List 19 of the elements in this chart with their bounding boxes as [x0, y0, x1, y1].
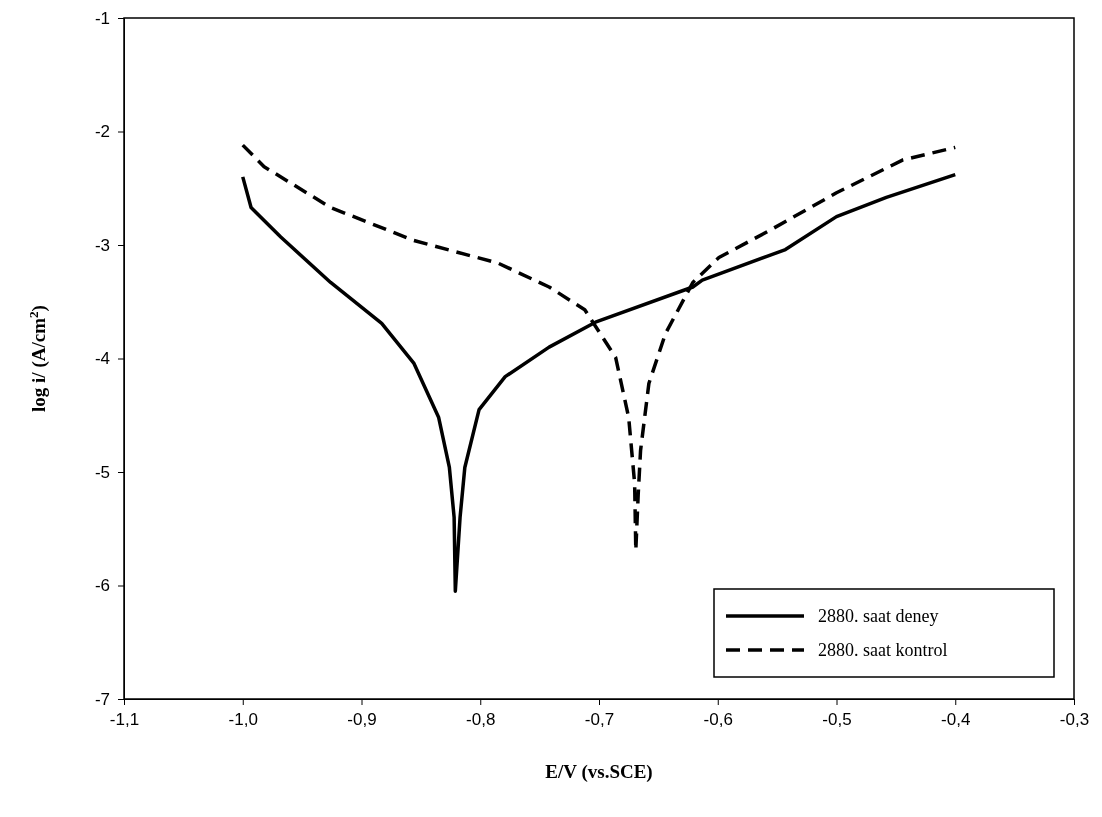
x-tick-label: -0,7 — [584, 710, 615, 730]
x-tick-label: -0,3 — [1059, 710, 1090, 730]
legend-label: 2880. saat kontrol — [818, 640, 948, 660]
x-tick-label: -1,1 — [109, 710, 140, 730]
x-tick-label: -0,4 — [941, 710, 971, 730]
legend-label: 2880. saat deney — [818, 606, 939, 626]
y-tick-label: -2 — [94, 122, 110, 142]
x-tick-label: -0,9 — [347, 710, 377, 730]
y-tick-label: -5 — [94, 462, 110, 482]
y-tick-label: -3 — [94, 235, 110, 255]
y-tick-label: -1 — [94, 8, 110, 28]
y-tick-label: -7 — [94, 689, 110, 709]
y-tick-label: -6 — [94, 576, 110, 596]
x-axis-title: E/V (vs.SCE) — [545, 761, 653, 783]
x-tick-label: -0,8 — [466, 710, 496, 730]
x-tick-label: -0,6 — [703, 710, 733, 730]
x-tick-label: -1,0 — [228, 710, 258, 730]
x-tick-label: -0,5 — [822, 710, 852, 730]
y-tick-label: -4 — [94, 349, 110, 369]
